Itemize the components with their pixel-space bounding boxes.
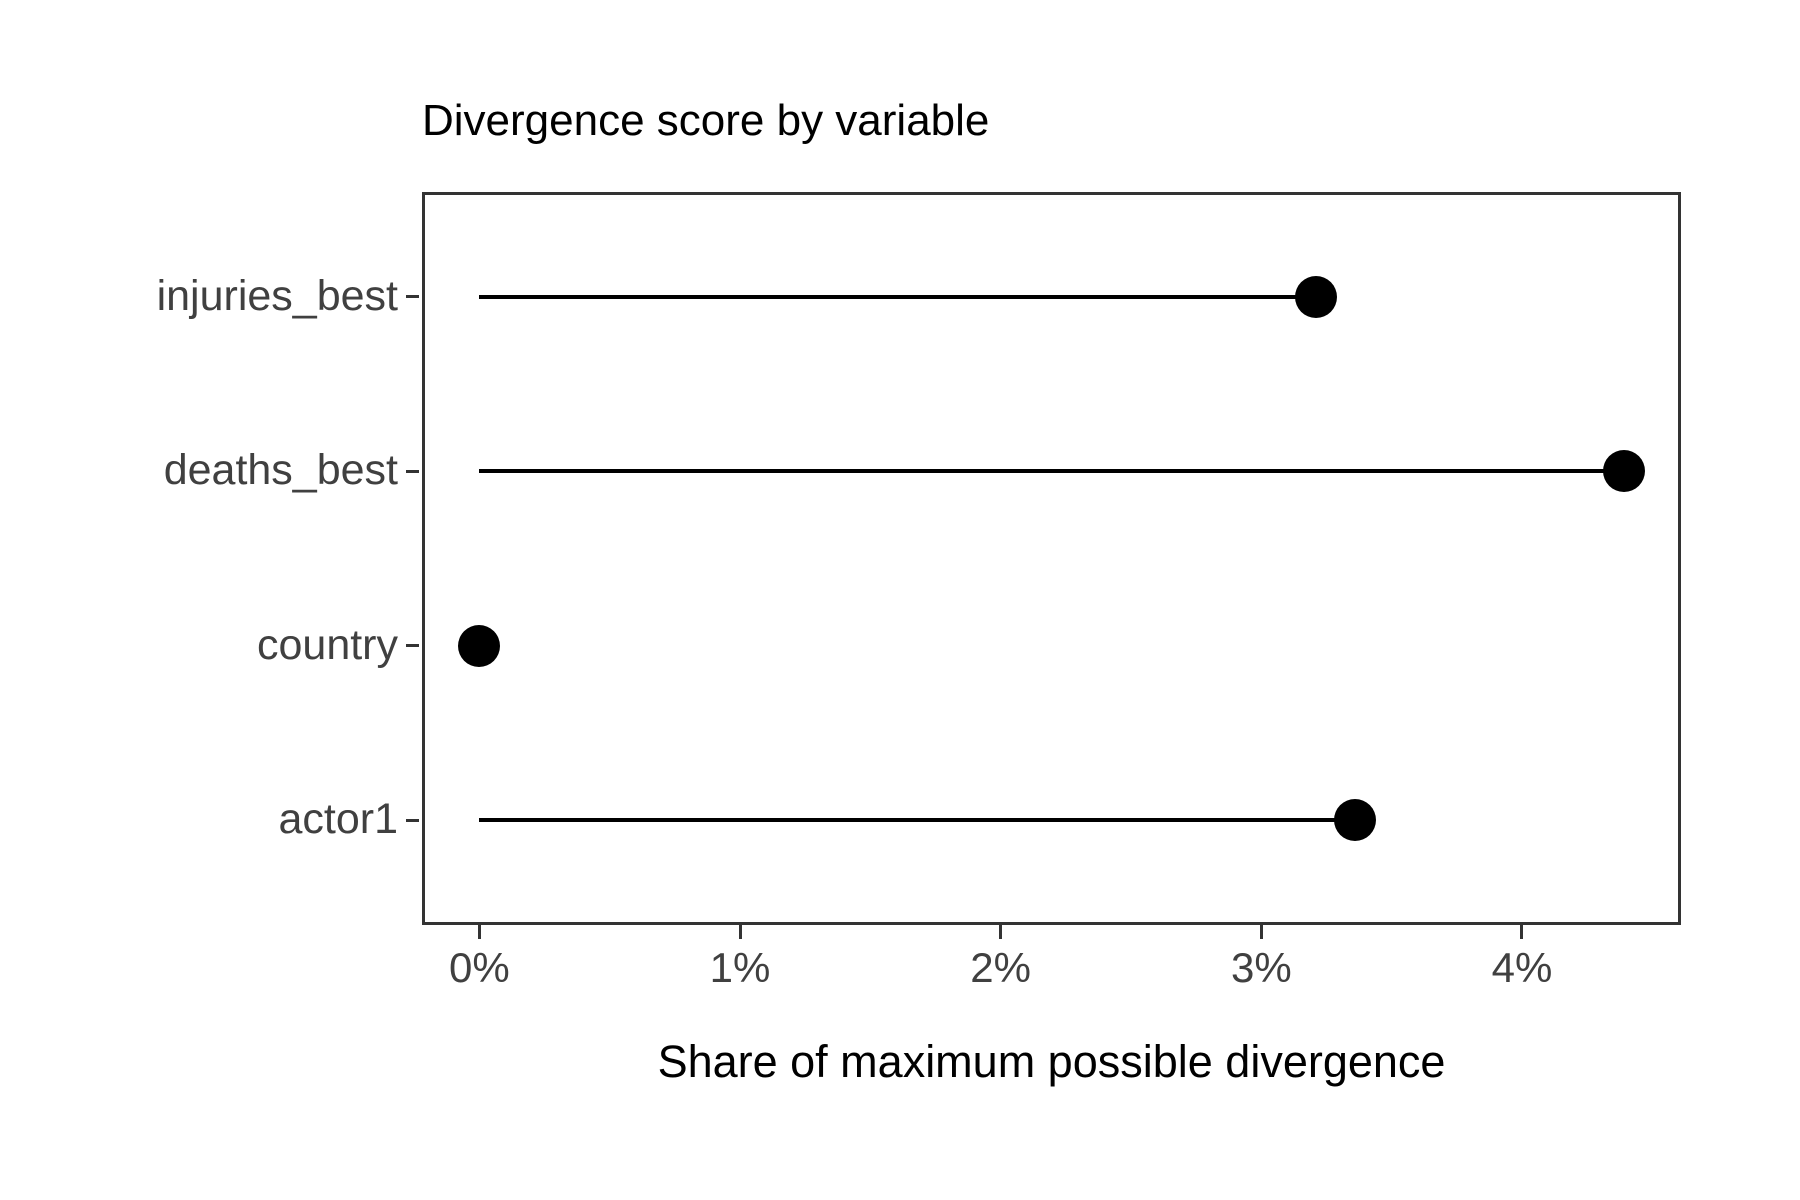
x-axis-tick <box>999 925 1003 939</box>
y-axis-tick <box>406 644 419 648</box>
chart-title: Divergence score by variable <box>422 96 990 145</box>
x-axis-tick-label: 3% <box>1230 944 1292 991</box>
lollipop-stem <box>479 294 1317 299</box>
y-axis-tick <box>406 469 419 473</box>
lollipop-dot <box>1334 799 1377 842</box>
lollipop-stem <box>479 818 1356 823</box>
x-axis-tick-label: 4% <box>1491 944 1553 991</box>
lollipop-dot <box>1602 450 1645 493</box>
lollipop-dot <box>1295 275 1338 318</box>
lollipop-dot <box>458 624 501 667</box>
x-axis-tick <box>738 925 742 939</box>
y-axis-label: country <box>256 620 398 669</box>
x-axis-tick-label: 1% <box>709 944 771 991</box>
x-axis-tick <box>477 925 481 939</box>
y-axis-tick <box>406 818 419 822</box>
y-axis-label: deaths_best <box>163 446 398 495</box>
y-axis-label: actor1 <box>278 795 398 844</box>
lollipop-stem <box>479 469 1624 474</box>
x-axis-tick-label: 2% <box>970 944 1031 991</box>
plot-panel <box>422 192 1681 925</box>
y-axis-label: injuries_best <box>156 271 398 320</box>
y-axis-tick <box>406 295 419 299</box>
x-axis-tick <box>1259 925 1263 939</box>
x-axis-tick-label: 0% <box>448 944 510 991</box>
x-axis-title: Share of maximum possible divergence <box>657 1036 1446 1087</box>
x-axis-tick <box>1520 925 1524 939</box>
